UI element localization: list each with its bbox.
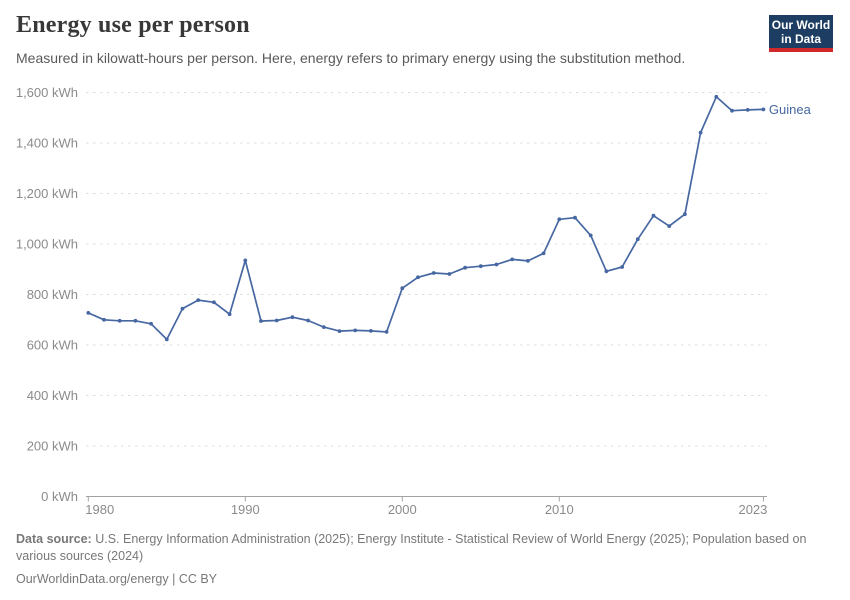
entity-label-guinea: Guinea — [769, 102, 812, 117]
data-point — [164, 337, 169, 342]
data-source-note: Data source: U.S. Energy Information Adm… — [16, 531, 822, 565]
data-point — [510, 257, 515, 262]
data-point — [86, 311, 91, 315]
data-source-list: U.S. Energy Information Administration (… — [16, 532, 807, 563]
data-point — [306, 318, 310, 323]
data-point — [667, 224, 672, 229]
data-point — [400, 286, 405, 291]
data-point — [526, 259, 530, 263]
data-point — [447, 272, 452, 276]
data-point — [133, 318, 138, 323]
chart-canvas: 0 kWh 200 kWh 400 kWh 600 kWh 800 kWh 1,000 k… — [16, 85, 812, 517]
data-point — [604, 269, 609, 274]
data-point — [651, 213, 656, 218]
guinea-line — [87, 95, 765, 341]
data-point — [557, 217, 562, 222]
x-tick-label: 2010 — [545, 502, 574, 517]
data-source-label: Data source: — [16, 532, 92, 546]
x-tick-label: 2023 — [738, 502, 767, 517]
y-tick-label: 0 kWh — [41, 489, 78, 504]
chart-title: Energy use per person — [16, 12, 250, 38]
data-point — [369, 329, 373, 333]
data-point — [321, 325, 326, 329]
data-point — [337, 329, 342, 333]
data-point — [102, 317, 106, 322]
owid-logo[interactable]: Our World in Data — [769, 15, 833, 52]
x-tick-label: 1980 — [85, 502, 114, 517]
x-tick-label: 2000 — [388, 502, 417, 517]
data-point — [384, 330, 389, 334]
data-point — [180, 306, 185, 311]
y-tick-label: 800 kWh — [27, 287, 78, 302]
data-point — [196, 298, 201, 302]
data-point — [290, 315, 295, 320]
data-point — [698, 130, 703, 135]
data-point — [541, 251, 546, 256]
chart-subtitle: Measured in kilowatt-hours per person. H… — [16, 50, 686, 66]
license-note: OurWorldinData.org/energy | CC BY — [16, 571, 822, 588]
data-point — [478, 264, 483, 269]
y-tick-label: 1,600 kWh — [16, 85, 78, 100]
x-tick-label: 1990 — [231, 502, 260, 517]
data-point — [243, 258, 248, 263]
chart-footer: Data source: U.S. Energy Information Adm… — [16, 531, 822, 588]
data-point — [635, 237, 640, 242]
owid-url-link[interactable]: OurWorldinData.org/energy — [16, 572, 169, 586]
y-tick-label: 1,000 kWh — [16, 237, 78, 252]
data-point — [620, 265, 624, 269]
y-tick-label: 1,200 kWh — [16, 186, 78, 201]
data-point — [573, 215, 577, 220]
data-point — [761, 107, 766, 112]
data-point — [149, 321, 154, 326]
data-point — [745, 108, 750, 112]
y-tick-label: 600 kWh — [27, 338, 78, 353]
y-tick-label: 200 kWh — [27, 439, 78, 454]
data-point — [494, 262, 499, 267]
data-point — [714, 94, 719, 99]
data-point — [588, 233, 593, 238]
data-point — [212, 300, 216, 305]
data-point — [431, 271, 436, 275]
data-point — [259, 319, 263, 323]
y-tick-label: 400 kWh — [27, 388, 78, 403]
data-point — [683, 212, 687, 217]
data-point — [227, 312, 232, 317]
data-point — [353, 328, 358, 333]
data-point — [274, 318, 279, 323]
y-tick-label: 1,400 kWh — [16, 136, 78, 151]
owid-logo-line1: Our World — [771, 18, 831, 32]
owid-logo-line2: in Data — [780, 32, 821, 46]
data-point — [416, 275, 420, 280]
license-label: | CC BY — [168, 572, 218, 586]
data-point — [117, 318, 122, 323]
data-point — [730, 108, 734, 113]
data-point — [463, 265, 467, 270]
